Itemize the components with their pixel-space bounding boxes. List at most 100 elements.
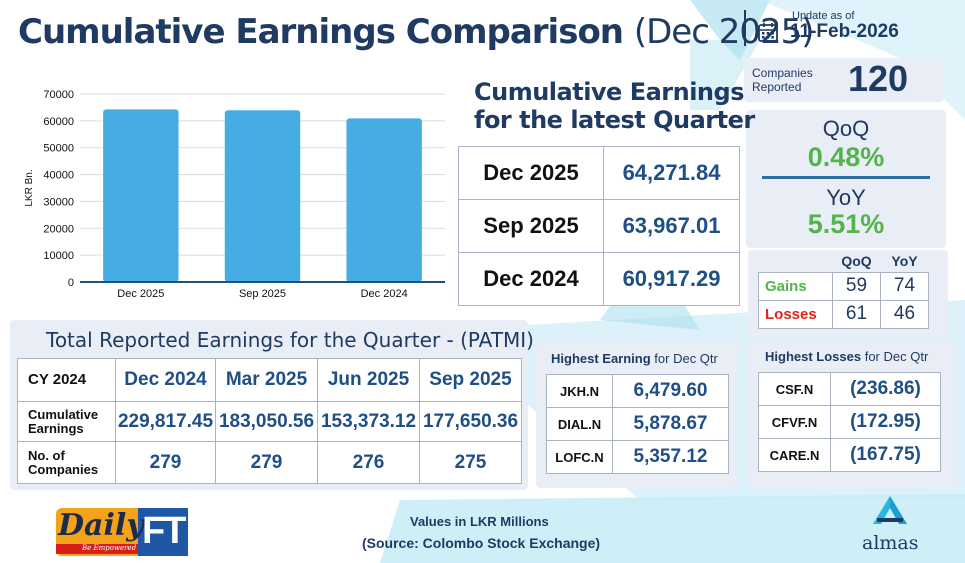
table-row: LOFC.N 5,357.12 bbox=[546, 440, 729, 474]
losses-yoy: 46 bbox=[880, 299, 929, 329]
ticker-cell: CFVF.N bbox=[758, 405, 831, 439]
value-cell: (236.86) bbox=[830, 372, 941, 406]
bar bbox=[224, 110, 301, 283]
period-cell: Dec 2025 bbox=[458, 146, 604, 200]
bar bbox=[346, 118, 422, 283]
table-cell: 275 bbox=[419, 441, 522, 484]
logo-ft-text: FT bbox=[142, 510, 186, 552]
table-row: CSF.N (236.86) bbox=[758, 372, 941, 406]
companies-label: Companies Reported bbox=[752, 66, 813, 94]
value-cell: 5,357.12 bbox=[612, 440, 729, 474]
table-row: CY 2024 Dec 2024 Mar 2025 Jun 2025 Sep 2… bbox=[17, 358, 522, 402]
table-cell: 183,050.56 bbox=[215, 401, 318, 442]
update-date: 11-Feb-2026 bbox=[790, 21, 899, 42]
companies-count: 120 bbox=[848, 58, 909, 99]
y-tick-label: 30000 bbox=[43, 196, 74, 208]
gains-losses-table: QoQ YoY Gains 59 74 Losses 61 46 bbox=[758, 250, 929, 329]
value-cell: 6,479.60 bbox=[612, 374, 729, 408]
col-yoy: YoY bbox=[891, 252, 918, 269]
bar bbox=[103, 109, 179, 282]
logo-daily-text: Daily bbox=[58, 508, 144, 543]
table-row: Cumulative Earnings 229,817.45 183,050.56… bbox=[17, 401, 522, 442]
table-row: CARE.N (167.75) bbox=[758, 438, 941, 472]
page-title: Cumulative Earnings Comparison (Dec 2025… bbox=[18, 12, 815, 52]
value-cell: (172.95) bbox=[830, 405, 941, 439]
patmi-title: Total Reported Earnings for the Quarter … bbox=[46, 328, 534, 352]
col-qoq: QoQ bbox=[841, 252, 872, 269]
ticker-cell: CARE.N bbox=[758, 438, 831, 472]
table-row: CFVF.N (172.95) bbox=[758, 405, 941, 439]
ticker-cell: DIAL.N bbox=[546, 407, 613, 441]
table-row: Dec 2024 60,917.29 bbox=[458, 252, 740, 306]
x-tick-label: Dec 2025 bbox=[117, 288, 164, 300]
dailyft-logo: Daily FT Be Empowered bbox=[56, 508, 188, 556]
losses-label: Losses bbox=[758, 299, 833, 329]
yoy-value: 5.51% bbox=[807, 209, 885, 239]
column-header: Sep 2025 bbox=[419, 358, 522, 402]
table-cell: 153,373.12 bbox=[317, 401, 420, 442]
y-tick-label: 0 bbox=[68, 277, 74, 289]
patmi-table: CY 2024 Dec 2024 Mar 2025 Jun 2025 Sep 2… bbox=[17, 358, 522, 484]
y-tick-label: 50000 bbox=[43, 143, 74, 155]
gains-label: Gains bbox=[758, 271, 833, 301]
update-label: Update as of bbox=[792, 10, 855, 22]
logo-tagline-bar bbox=[56, 544, 138, 554]
latest-quarter-table: Dec 2025 64,271.84 Sep 2025 63,967.01 Dec … bbox=[458, 146, 740, 306]
column-header: Mar 2025 bbox=[215, 358, 318, 402]
title-main: Cumulative Earnings Comparison bbox=[18, 12, 624, 52]
logo-ft-block bbox=[138, 508, 188, 556]
table-cell: 177,650.36 bbox=[419, 401, 522, 442]
period-cell: Sep 2025 bbox=[458, 199, 604, 253]
logo-tagline: Be Empowered bbox=[82, 544, 137, 552]
column-header: Jun 2025 bbox=[317, 358, 420, 402]
highest-earning-table: JKH.N 6,479.60 DIAL.N 5,878.67 LOFC.N 5,357… bbox=[546, 374, 729, 474]
table-cell: 279 bbox=[115, 441, 216, 484]
qoq-value: 0.48% bbox=[807, 142, 885, 172]
value-cell: 5,878.67 bbox=[612, 407, 729, 441]
table-row: JKH.N 6,479.60 bbox=[546, 374, 729, 408]
gains-qoq: 59 bbox=[832, 271, 881, 301]
period-cell: Dec 2024 bbox=[458, 252, 604, 306]
qoq-label: QoQ bbox=[822, 116, 870, 141]
x-tick-label: Dec 2024 bbox=[361, 288, 408, 300]
y-tick-label: 40000 bbox=[43, 170, 74, 182]
almas-logo-text: almas bbox=[862, 532, 919, 554]
yoy-label: YoY bbox=[826, 185, 866, 210]
table-cell: 229,817.45 bbox=[115, 401, 216, 442]
table-cell: 279 bbox=[215, 441, 318, 484]
footer-units: Values in LKR Millions bbox=[410, 514, 549, 529]
gains-yoy: 74 bbox=[880, 271, 929, 301]
highest-losses-title: Highest Losses for Dec Qtr bbox=[765, 349, 929, 364]
table-row: QoQ YoY bbox=[759, 250, 929, 272]
row-header: No. of Companies bbox=[17, 441, 116, 484]
almas-logo-icon bbox=[873, 496, 907, 524]
y-tick-label: 70000 bbox=[43, 89, 74, 101]
table-row: Losses 61 46 bbox=[758, 299, 929, 329]
value-cell: (167.75) bbox=[830, 438, 941, 472]
row-header: Cumulative Earnings bbox=[17, 401, 116, 442]
table-cell: 276 bbox=[317, 441, 420, 484]
companies-panel bbox=[744, 58, 944, 102]
ticker-cell: CSF.N bbox=[758, 372, 831, 406]
table-row: Dec 2025 64,271.84 bbox=[458, 146, 740, 200]
title-period: (Dec 2025) bbox=[633, 12, 815, 52]
ticker-cell: JKH.N bbox=[546, 374, 613, 408]
losses-qoq: 61 bbox=[832, 299, 881, 329]
earnings-bar-chart: 0 10000 20000 30000 40000 50000 60000 70000 Dec … bbox=[24, 89, 445, 300]
corner-cell: CY 2024 bbox=[17, 358, 116, 402]
value-cell: 64,271.84 bbox=[603, 146, 740, 200]
y-tick-label: 20000 bbox=[43, 223, 74, 235]
x-tick-label: Sep 2025 bbox=[239, 288, 286, 300]
y-tick-label: 60000 bbox=[43, 116, 74, 128]
table-row: Sep 2025 63,967.01 bbox=[458, 199, 740, 253]
ticker-cell: LOFC.N bbox=[546, 440, 613, 474]
highest-earning-title: Highest Earning for Dec Qtr bbox=[551, 351, 718, 366]
growth-panel bbox=[746, 110, 946, 248]
y-tick-label: 10000 bbox=[43, 250, 74, 262]
value-cell: 63,967.01 bbox=[603, 199, 740, 253]
growth-divider bbox=[762, 176, 930, 179]
y-axis-label: LKR Bn. bbox=[24, 169, 35, 206]
footer-source: (Source: Colombo Stock Exchange) bbox=[362, 535, 601, 551]
table-row: DIAL.N 5,878.67 bbox=[546, 407, 729, 441]
calendar-icon bbox=[758, 23, 778, 42]
